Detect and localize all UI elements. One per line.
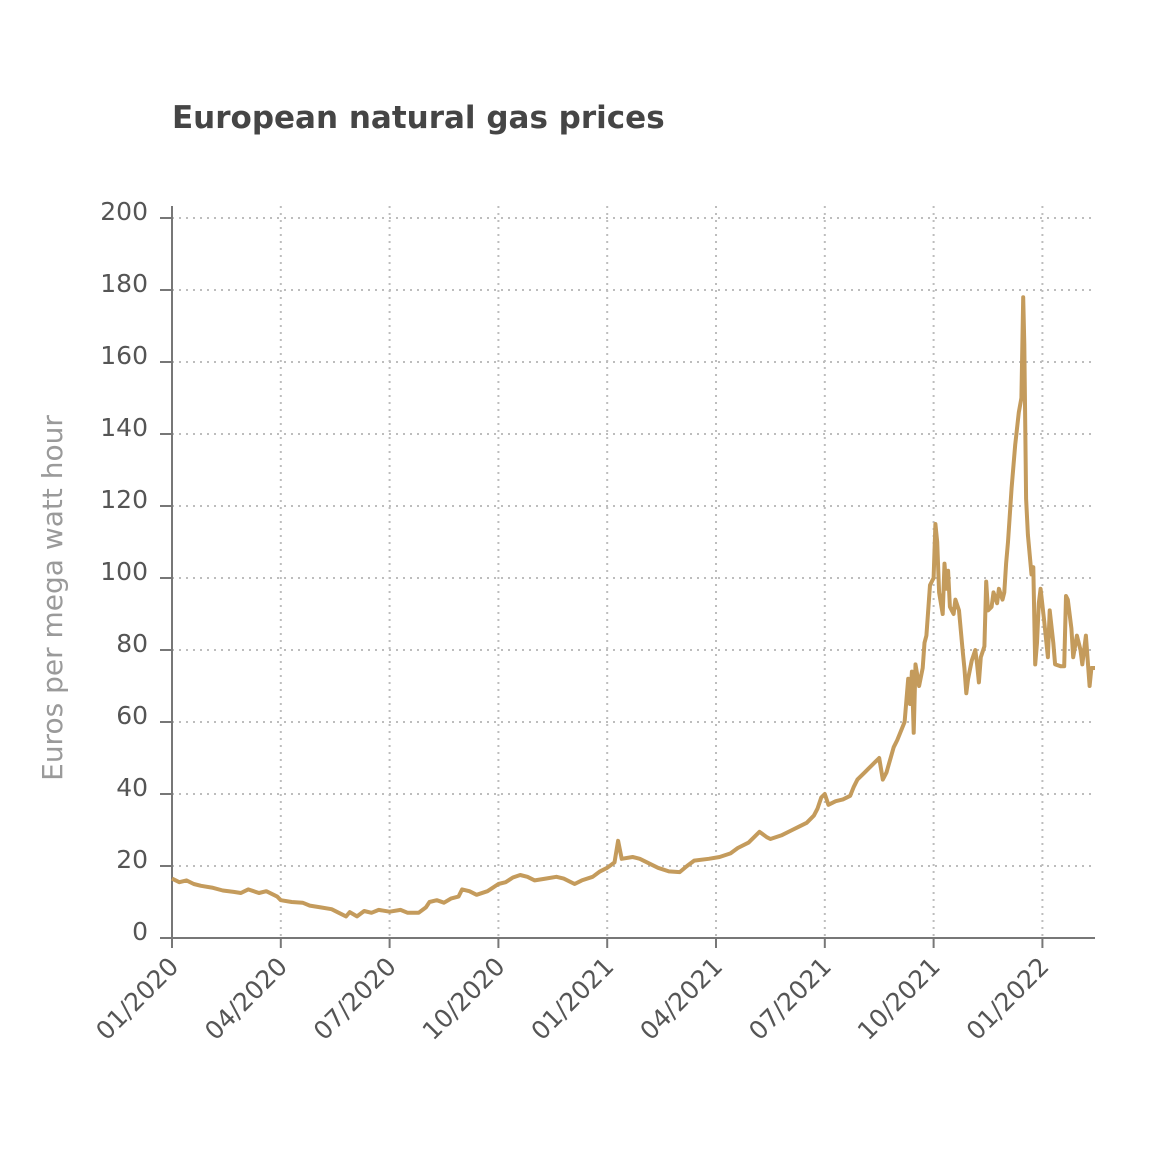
y-tick-label: 180 [100, 269, 148, 298]
x-tick-label: 01/2021 [526, 952, 620, 1046]
chart-title: European natural gas prices [172, 100, 665, 136]
x-tick-label: 01/2020 [90, 952, 184, 1046]
y-tick-label: 80 [116, 629, 148, 658]
y-tick-label: 0 [132, 917, 148, 946]
axes [160, 206, 1095, 948]
y-tick-label: 120 [100, 485, 148, 514]
x-tick-label: 07/2021 [743, 952, 837, 1046]
y-tick-label: 100 [100, 557, 148, 586]
y-tick-label: 160 [100, 341, 148, 370]
y-axis-label: Euros per mega watt hour [36, 415, 69, 781]
gridlines [172, 206, 1095, 938]
x-tick-label: 04/2020 [199, 952, 293, 1046]
y-tick-label: 200 [100, 197, 148, 226]
y-tick-label: 60 [116, 701, 148, 730]
y-tick-label: 20 [116, 845, 148, 874]
x-tick-label: 01/2022 [961, 952, 1055, 1046]
x-tick-label: 07/2020 [308, 952, 402, 1046]
x-tick-label: 04/2021 [634, 952, 728, 1046]
y-tick-label: 40 [116, 773, 148, 802]
series-layer [171, 295, 1095, 919]
x-tick-label: 10/2020 [417, 952, 511, 1046]
series-line-gas-price [171, 295, 1095, 919]
x-tick-label: 10/2021 [852, 952, 946, 1046]
y-tick-label: 140 [100, 413, 148, 442]
